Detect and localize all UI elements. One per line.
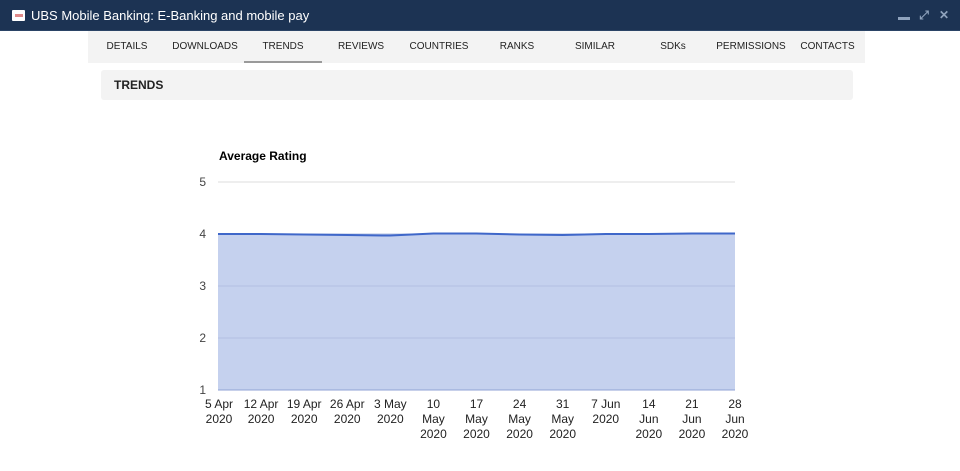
tab-trends[interactable]: TRENDS xyxy=(244,31,322,63)
minimize-icon[interactable] xyxy=(898,16,910,20)
y-tick-label: 5 xyxy=(199,175,206,189)
x-tick-label: 2020 xyxy=(420,427,447,441)
x-tick-label: May xyxy=(508,412,531,426)
x-tick-label: 2020 xyxy=(377,412,404,426)
window-titlebar: UBS Mobile Banking: E-Banking and mobile… xyxy=(0,0,960,31)
x-tick-label: Jun xyxy=(682,412,701,426)
tab-details[interactable]: DETAILS xyxy=(106,41,148,52)
x-tick-label: 2020 xyxy=(722,427,749,441)
tab-countries[interactable]: COUNTRIES xyxy=(409,41,469,52)
window-title: UBS Mobile Banking: E-Banking and mobile… xyxy=(31,8,310,23)
x-tick-label: May xyxy=(465,412,488,426)
y-tick-label: 1 xyxy=(199,383,206,397)
tab-bar: DETAILS DOWNLOADS TRENDS REVIEWS COUNTRIES RA… xyxy=(88,31,865,63)
x-tick-label: 2020 xyxy=(679,427,706,441)
x-tick-label: May xyxy=(422,412,445,426)
x-tick-label: May xyxy=(551,412,574,426)
app-icon xyxy=(12,10,25,21)
x-tick-label: 2020 xyxy=(506,427,533,441)
window-controls: ⤢ ✕ xyxy=(898,8,950,22)
x-tick-label: 2020 xyxy=(549,427,576,441)
tab-sdks[interactable]: SDKs xyxy=(660,41,686,52)
y-tick-label: 3 xyxy=(199,279,206,293)
x-tick-label: Jun xyxy=(639,412,658,426)
tab-similar[interactable]: SIMILAR xyxy=(574,41,615,52)
tab-contacts[interactable]: CONTACTS xyxy=(800,41,855,52)
x-tick-label: 7 Jun xyxy=(591,397,620,411)
x-tick-label: 3 May xyxy=(374,397,407,411)
x-tick-label: 17 xyxy=(470,397,484,411)
x-tick-label: 2020 xyxy=(463,427,490,441)
section-header: TRENDS xyxy=(101,70,853,100)
rating-line xyxy=(218,232,735,237)
chart-title: Average Rating xyxy=(219,149,307,163)
x-tick-label: 26 Apr xyxy=(330,397,365,411)
tab-ranks[interactable]: RANKS xyxy=(499,41,535,52)
x-tick-label: 24 xyxy=(513,397,527,411)
x-tick-label: 2020 xyxy=(592,412,619,426)
x-tick-label: 21 xyxy=(685,397,699,411)
x-tick-label: 2020 xyxy=(334,412,361,426)
x-tick-label: 2020 xyxy=(248,412,275,426)
x-tick-label: 12 Apr xyxy=(244,397,279,411)
x-tick-label: 2020 xyxy=(291,412,318,426)
section-title: TRENDS xyxy=(114,78,164,92)
area-fill xyxy=(218,233,735,390)
y-tick-label: 2 xyxy=(199,331,206,345)
x-tick-label: 19 Apr xyxy=(287,397,322,411)
x-tick-label: 28 xyxy=(728,397,742,411)
x-tick-label: Jun xyxy=(725,412,744,426)
x-tick-label: 2020 xyxy=(635,427,662,441)
x-tick-label: 2020 xyxy=(206,412,233,426)
x-tick-label: 14 xyxy=(642,397,656,411)
close-icon[interactable]: ✕ xyxy=(938,8,950,22)
restore-icon[interactable]: ⤢ xyxy=(919,8,929,22)
x-tick-label: 5 Apr xyxy=(205,397,233,411)
y-tick-label: 4 xyxy=(199,227,206,241)
tab-downloads[interactable]: DOWNLOADS xyxy=(172,41,238,52)
tab-permissions[interactable]: PERMISSIONS xyxy=(716,41,786,52)
x-tick-label: 31 xyxy=(556,397,570,411)
tab-reviews[interactable]: REVIEWS xyxy=(337,41,385,52)
x-tick-label: 10 xyxy=(427,397,441,411)
